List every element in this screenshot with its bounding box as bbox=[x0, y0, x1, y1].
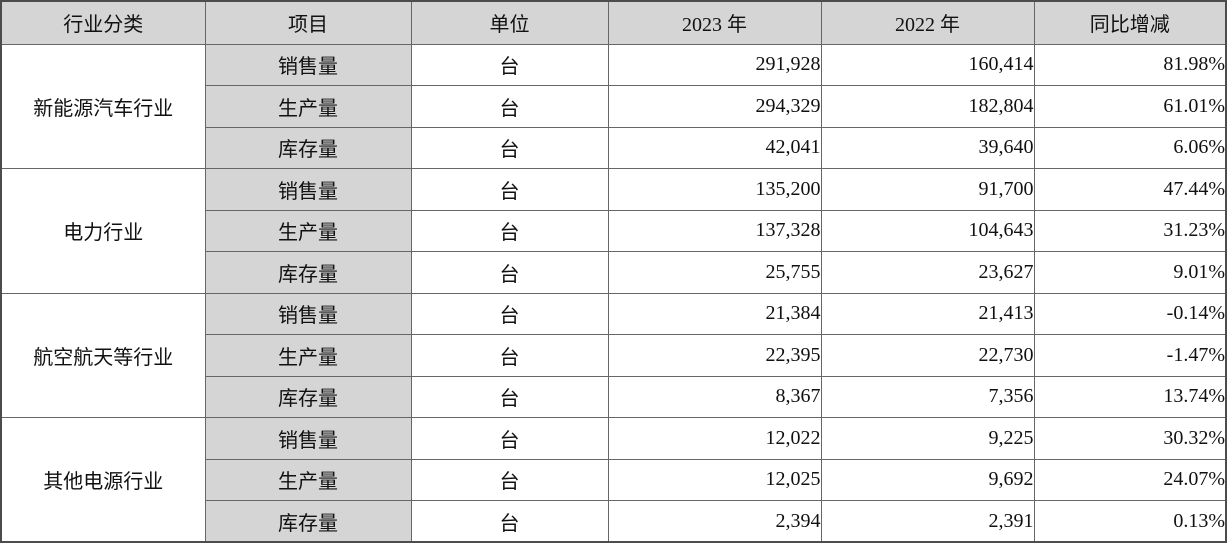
industry-cell: 航空航天等行业 bbox=[0, 292, 206, 418]
unit-cell: 台 bbox=[410, 417, 609, 460]
item-cell: 销售量 bbox=[204, 292, 412, 335]
value-2023-cell: 294,329 bbox=[607, 85, 822, 128]
unit-cell: 台 bbox=[410, 292, 609, 335]
unit-cell: 台 bbox=[410, 458, 609, 501]
header-row: 行业分类 项目 单位 2023 年 2022 年 同比增减 bbox=[0, 0, 1227, 45]
value-2023-cell: 2,394 bbox=[607, 500, 822, 543]
yoy-cell: 9.01% bbox=[1033, 251, 1227, 294]
value-2022-cell: 160,414 bbox=[820, 43, 1035, 86]
value-2023-cell: 12,022 bbox=[607, 417, 822, 460]
item-cell: 生产量 bbox=[204, 458, 412, 501]
table-row: 其他电源行业 销售量 台 12,022 9,225 30.32% bbox=[0, 417, 1227, 543]
col-header-yoy: 同比增减 bbox=[1033, 0, 1227, 45]
col-header-item: 项目 bbox=[204, 0, 412, 45]
table-row: 生产量 台 12,025 9,692 24.07% bbox=[1, 458, 1227, 501]
industry-cell: 新能源汽车行业 bbox=[0, 43, 206, 169]
item-cell: 销售量 bbox=[204, 168, 412, 211]
table-row: 生产量 台 137,328 104,643 31.23% bbox=[1, 209, 1227, 252]
value-2023-cell: 12,025 bbox=[607, 458, 822, 501]
table-row: 电力行业 销售量 台 135,200 91,700 47.44% bbox=[0, 168, 1227, 294]
unit-cell: 台 bbox=[410, 209, 609, 252]
item-cell: 销售量 bbox=[204, 43, 412, 86]
yoy-cell: 24.07% bbox=[1033, 458, 1227, 501]
unit-cell: 台 bbox=[410, 500, 609, 543]
table-row: 航空航天等行业 销售量 台 21,384 21,413 -0.14% bbox=[0, 292, 1227, 418]
industry-cell: 电力行业 bbox=[0, 168, 206, 294]
table-row: 库存量 台 25,755 23,627 9.01% bbox=[1, 251, 1227, 294]
unit-cell: 台 bbox=[410, 334, 609, 377]
yoy-cell: 47.44% bbox=[1033, 168, 1227, 211]
unit-cell: 台 bbox=[410, 168, 609, 211]
item-cell: 库存量 bbox=[204, 375, 412, 418]
value-2022-cell: 9,692 bbox=[820, 458, 1035, 501]
item-cell: 生产量 bbox=[204, 334, 412, 377]
value-2023-cell: 137,328 bbox=[607, 209, 822, 252]
table-row: 库存量 台 8,367 7,356 13.74% bbox=[1, 375, 1227, 418]
value-2023-cell: 291,928 bbox=[607, 43, 822, 86]
value-2023-cell: 8,367 bbox=[607, 375, 822, 418]
value-2023-cell: 25,755 bbox=[607, 251, 822, 294]
unit-cell: 台 bbox=[410, 85, 609, 128]
value-2022-cell: 91,700 bbox=[820, 168, 1035, 211]
item-cell: 库存量 bbox=[204, 500, 412, 543]
value-2022-cell: 22,730 bbox=[820, 334, 1035, 377]
col-header-industry: 行业分类 bbox=[0, 0, 206, 45]
item-cell: 生产量 bbox=[204, 209, 412, 252]
yoy-cell: 30.32% bbox=[1033, 417, 1227, 460]
value-2022-cell: 7,356 bbox=[820, 375, 1035, 418]
unit-cell: 台 bbox=[410, 43, 609, 86]
value-2022-cell: 9,225 bbox=[820, 417, 1035, 460]
yoy-cell: 31.23% bbox=[1033, 209, 1227, 252]
value-2022-cell: 104,643 bbox=[820, 209, 1035, 252]
col-header-unit: 单位 bbox=[410, 0, 609, 45]
table-row: 新能源汽车行业 销售量 台 291,928 160,414 81.98% bbox=[0, 43, 1227, 169]
table-row: 库存量 台 2,394 2,391 0.13% bbox=[1, 500, 1227, 543]
yoy-cell: 81.98% bbox=[1033, 43, 1227, 86]
table-row: 生产量 台 294,329 182,804 61.01% bbox=[1, 85, 1227, 128]
yoy-cell: 61.01% bbox=[1033, 85, 1227, 128]
item-cell: 生产量 bbox=[204, 85, 412, 128]
industry-cell: 其他电源行业 bbox=[0, 417, 206, 543]
yoy-cell: -0.14% bbox=[1033, 292, 1227, 335]
yoy-cell: 0.13% bbox=[1033, 500, 1227, 543]
value-2022-cell: 21,413 bbox=[820, 292, 1035, 335]
value-2023-cell: 42,041 bbox=[607, 126, 822, 169]
unit-cell: 台 bbox=[410, 251, 609, 294]
yoy-cell: -1.47% bbox=[1033, 334, 1227, 377]
value-2023-cell: 22,395 bbox=[607, 334, 822, 377]
table-row: 生产量 台 22,395 22,730 -1.47% bbox=[1, 334, 1227, 377]
unit-cell: 台 bbox=[410, 375, 609, 418]
unit-cell: 台 bbox=[410, 126, 609, 169]
value-2023-cell: 21,384 bbox=[607, 292, 822, 335]
value-2022-cell: 182,804 bbox=[820, 85, 1035, 128]
value-2022-cell: 2,391 bbox=[820, 500, 1035, 543]
yoy-cell: 6.06% bbox=[1033, 126, 1227, 169]
yoy-cell: 13.74% bbox=[1033, 375, 1227, 418]
col-header-2022: 2022 年 bbox=[820, 0, 1035, 45]
item-cell: 库存量 bbox=[204, 126, 412, 169]
value-2023-cell: 135,200 bbox=[607, 168, 822, 211]
value-2022-cell: 23,627 bbox=[820, 251, 1035, 294]
table-row: 库存量 台 42,041 39,640 6.06% bbox=[1, 126, 1227, 169]
value-2022-cell: 39,640 bbox=[820, 126, 1035, 169]
item-cell: 库存量 bbox=[204, 251, 412, 294]
col-header-2023: 2023 年 bbox=[607, 0, 822, 45]
item-cell: 销售量 bbox=[204, 417, 412, 460]
